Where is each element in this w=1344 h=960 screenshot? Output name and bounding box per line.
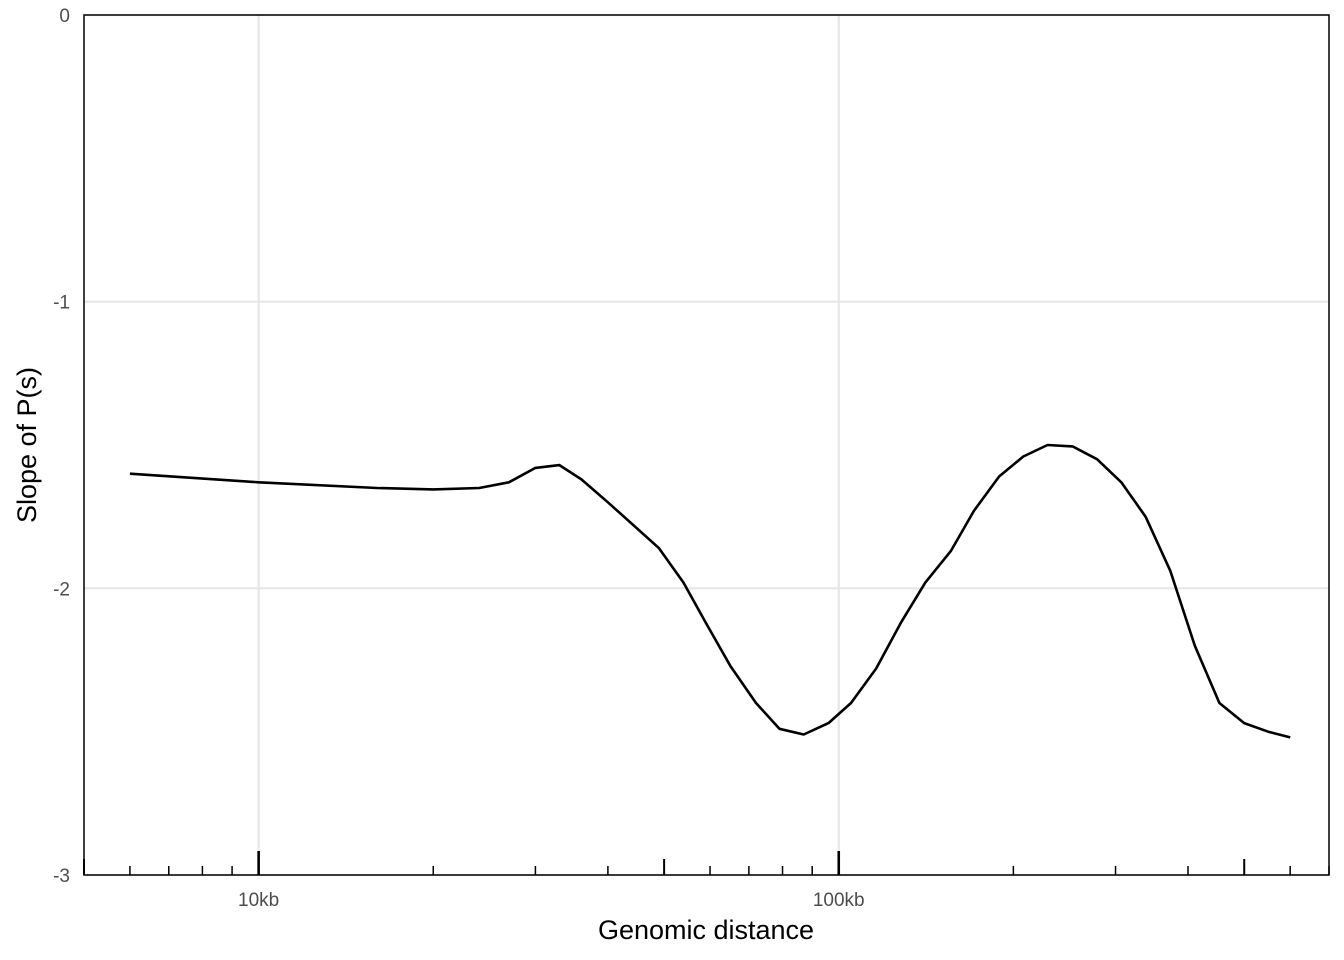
- y-tick-labels: 0 -1 -2 -3: [53, 6, 70, 887]
- y-tick-label: -3: [53, 866, 70, 887]
- plot-border: [83, 14, 1330, 876]
- x-axis-title: Genomic distance: [598, 915, 814, 945]
- y-tick-label: -1: [53, 293, 70, 314]
- y-axis-title: Slope of P(s): [12, 367, 42, 523]
- x-tick-label: 100kb: [813, 890, 865, 911]
- y-tick-label: 0: [59, 6, 70, 27]
- major-tick-layer: [83, 851, 1246, 875]
- series-line: [129, 443, 1291, 739]
- grid-layer: [84, 13, 1329, 877]
- y-tick-label: -2: [53, 579, 70, 600]
- minor-tick-layer: [129, 866, 1330, 875]
- x-tick-label: 10kb: [238, 890, 279, 911]
- x-tick-labels: 10kb 100kb: [238, 890, 865, 911]
